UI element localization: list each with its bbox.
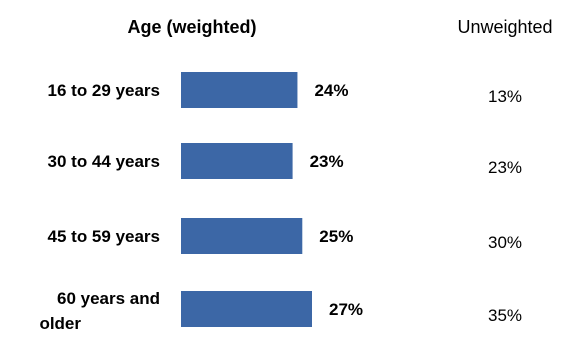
category-label: 30 to 44 years [48, 152, 160, 171]
chart-title: Age (weighted) [128, 17, 257, 37]
value-label: 27% [329, 300, 363, 319]
category-label-line: 60 years and [57, 289, 160, 308]
value-label: 25% [319, 227, 353, 246]
value-label: 23% [310, 152, 344, 171]
bar [181, 72, 298, 108]
category-label: 60 years and older [39, 289, 160, 333]
bar [181, 291, 312, 327]
unweighted-value: 23% [488, 158, 522, 177]
category-label-line: older [39, 314, 81, 333]
category-label: 16 to 29 years [48, 81, 160, 100]
unweighted-value: 30% [488, 233, 522, 252]
category-label: 45 to 59 years [48, 227, 160, 246]
unweighted-value: 35% [488, 306, 522, 325]
chart-rows: 16 to 29 years 24% 13% 30 to 44 years 23% 23%… [39, 72, 522, 333]
bar [181, 143, 293, 179]
unweighted-header: Unweighted [457, 17, 552, 37]
unweighted-value: 13% [488, 87, 522, 106]
bar [181, 218, 303, 254]
value-label: 24% [314, 81, 348, 100]
